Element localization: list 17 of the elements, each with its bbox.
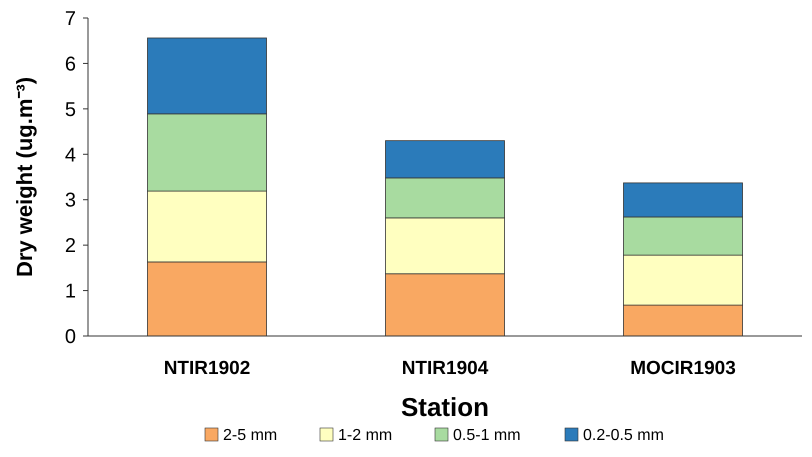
- x-axis-title: Station: [400, 392, 490, 422]
- legend-label: 0.2-0.5 mm: [583, 427, 664, 444]
- y-axis-title: Dry weight (ug.m⁻³): [12, 76, 37, 278]
- x-tick-label: NTIR1902: [164, 358, 250, 379]
- y-tick-label: 2: [64, 235, 76, 258]
- x-tick-label: NTIR1904: [402, 358, 489, 379]
- y-tick-label: 3: [64, 190, 76, 212]
- y-tick-label: 0: [64, 326, 76, 348]
- legend-label: 0.5-1 mm: [453, 427, 521, 444]
- y-tick-label: 6: [64, 53, 76, 76]
- y-tick-label: 1: [64, 280, 76, 303]
- legend-label: 1-2 mm: [338, 427, 392, 444]
- legend-label: 2-5 mm: [223, 427, 278, 444]
- y-tick-label: 7: [64, 8, 76, 30]
- x-tick-label: MOCIR1903: [630, 358, 736, 379]
- y-tick-label: 5: [64, 98, 76, 121]
- y-tick-label: 4: [64, 144, 76, 166]
